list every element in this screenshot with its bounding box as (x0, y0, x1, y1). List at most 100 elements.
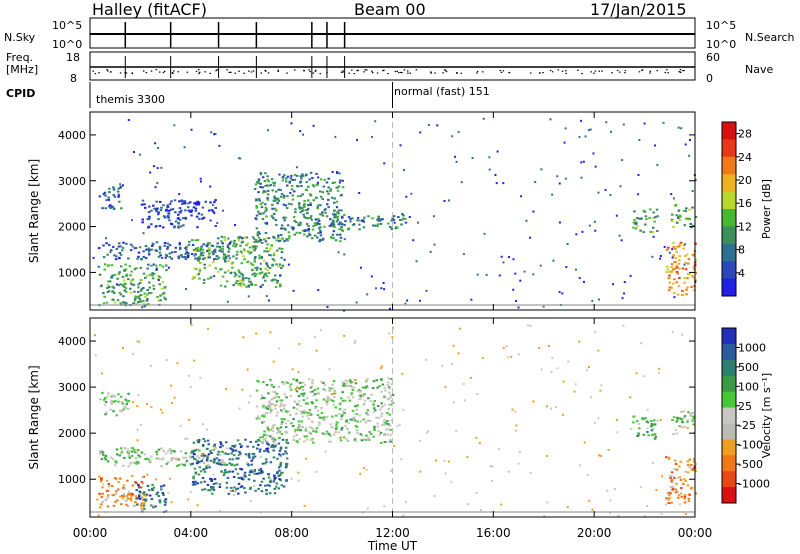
echo-pixel (257, 443, 260, 446)
nave-point (430, 72, 432, 74)
echo-pixel (103, 191, 107, 194)
echo-pixel (678, 245, 681, 248)
echo-pixel (277, 385, 280, 388)
echo-pixel (278, 449, 282, 452)
nave-point (364, 69, 366, 71)
echo-pixel (344, 425, 347, 428)
echo-pixel (160, 488, 163, 491)
echo-pixel (690, 286, 693, 289)
echo-pixel (278, 247, 281, 250)
echo-pixel (236, 439, 240, 442)
sparse-echo (115, 283, 118, 286)
sparse-echo (119, 183, 122, 186)
x-tick-label: 00:00 (678, 526, 713, 540)
echo-pixel (305, 402, 308, 405)
echo-pixel (147, 489, 151, 492)
echo-pixel (692, 415, 695, 418)
sparse-echo (238, 407, 241, 410)
echo-pixel (340, 226, 343, 229)
echo-pixel (155, 453, 159, 456)
echo-pixel (100, 458, 104, 461)
echo-pixel (267, 443, 271, 446)
echo-pixel (263, 397, 266, 400)
nave-point (171, 72, 174, 74)
echo-pixel (182, 463, 185, 466)
sparse-echo (337, 251, 340, 254)
sparse-echo (351, 396, 354, 399)
echo-pixel (373, 425, 376, 428)
echo-pixel (332, 213, 335, 216)
echo-pixel (249, 280, 252, 283)
echo-pixel (319, 231, 322, 234)
echo-pixel (632, 421, 635, 424)
echo-pixel (385, 428, 388, 431)
echo-pixel (690, 226, 693, 229)
echo-pixel (334, 214, 337, 217)
echo-pixel (192, 453, 196, 456)
echo-pixel (276, 472, 279, 475)
nave-point (430, 71, 432, 73)
echo-pixel (277, 234, 280, 237)
echo-pixel (333, 396, 336, 399)
echo-pixel (670, 270, 674, 273)
sparse-echo (159, 408, 162, 411)
echo-pixel (272, 254, 276, 257)
echo-pixel (338, 172, 341, 175)
echo-pixel (145, 299, 149, 302)
echo-pixel (177, 222, 180, 225)
sparse-echo (152, 165, 155, 168)
echo-pixel (300, 185, 303, 188)
echo-pixel (264, 406, 268, 409)
echo-pixel (375, 416, 378, 419)
nave-point (476, 70, 479, 73)
sparse-echo (216, 222, 219, 225)
echo-pixel (390, 228, 394, 231)
echo-pixel (104, 458, 107, 461)
nave-point (683, 69, 685, 72)
echo-pixel (201, 248, 205, 251)
echo-pixel (244, 491, 247, 494)
nave-point (442, 72, 444, 74)
sparse-echo (462, 383, 465, 386)
sparse-echo (402, 408, 405, 411)
echo-pixel (277, 265, 280, 268)
sparse-echo (434, 459, 437, 462)
sparse-echo (599, 389, 602, 392)
echo-pixel (380, 390, 383, 393)
nave-point (356, 70, 358, 72)
echo-pixel (667, 457, 671, 460)
echo-pixel (683, 495, 687, 498)
echo-pixel (305, 435, 308, 438)
echo-pixel (358, 219, 361, 222)
echo-pixel (174, 211, 177, 214)
echo-pixel (347, 432, 351, 435)
echo-pixel (108, 191, 111, 194)
echo-pixel (157, 255, 161, 258)
echo-pixel (369, 400, 372, 403)
echo-pixel (304, 216, 308, 219)
echo-pixel (221, 460, 224, 463)
echo-pixel (285, 479, 288, 482)
echo-pixel (692, 458, 696, 461)
sparse-echo (272, 360, 275, 363)
echo-pixel (240, 272, 243, 275)
echo-pixel (292, 378, 295, 381)
echo-pixel (326, 397, 330, 400)
echo-pixel (274, 444, 278, 447)
echo-pixel (191, 480, 195, 483)
echo-pixel (362, 438, 366, 441)
echo-pixel (353, 438, 357, 441)
echo-pixel (283, 240, 286, 243)
echo-pixel (131, 278, 135, 281)
echo-pixel (654, 216, 657, 219)
echo-pixel (218, 249, 221, 252)
echo-pixel (197, 441, 201, 444)
echo-pixel (285, 457, 289, 460)
sparse-echo (587, 129, 590, 132)
echo-pixel (376, 225, 379, 228)
echo-pixel (265, 492, 268, 495)
sparse-echo (622, 324, 625, 327)
echo-pixel (279, 447, 283, 450)
echo-pixel (293, 190, 296, 193)
echo-pixel (264, 210, 267, 213)
